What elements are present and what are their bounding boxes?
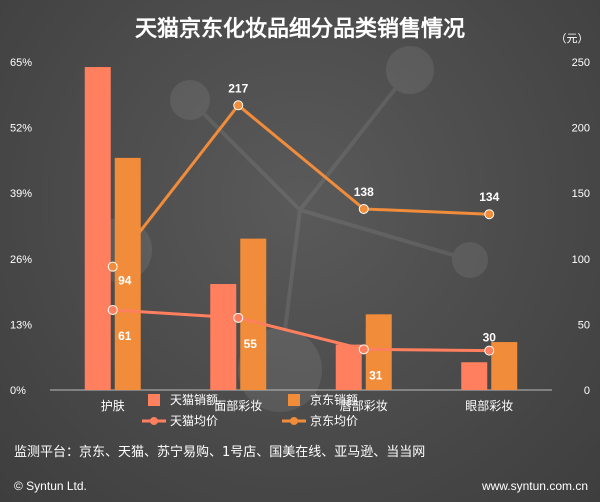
data-label-天猫均价: 61 [118, 329, 132, 343]
legend-swatch-天猫销额 [148, 394, 160, 406]
bar-京东销额 [365, 314, 392, 390]
category-label: 护肤 [101, 398, 125, 413]
chart-title: 天猫京东化妆品细分品类销售情况 [135, 16, 465, 42]
left-tick-label: 65% [10, 57, 32, 69]
legend-label: 天猫销额 [170, 393, 218, 407]
category-label: 唇部彩妆 [340, 398, 388, 413]
data-label-天猫均价: 30 [483, 331, 497, 345]
bars [84, 67, 518, 391]
right-axis-unit: （元） [556, 32, 589, 45]
data-label-京东均价: 138 [354, 185, 374, 199]
bar-天猫销额 [335, 344, 362, 390]
line-天猫均价 [112, 308, 490, 353]
legend-label: 天猫均价 [170, 414, 218, 428]
left-axis: 0% 13% 26% 39% 52% 65% [10, 57, 32, 397]
footer-website: www.syntun.com.cn [481, 479, 588, 493]
bar-天猫销额 [461, 362, 488, 390]
bar-天猫销额 [84, 67, 111, 391]
point-天猫均价 [107, 304, 118, 315]
legend-marker-天猫均价 [150, 417, 158, 425]
right-tick-label: 0 [584, 385, 590, 397]
point-京东均价 [484, 209, 495, 220]
data-label-天猫均价: 55 [244, 337, 258, 351]
point-京东均价 [233, 100, 244, 111]
point-天猫均价 [484, 345, 495, 356]
right-axis: 0 50 100 150 200 250 [572, 57, 590, 397]
legend-swatch-京东销额 [288, 394, 300, 406]
data-label-京东均价: 217 [228, 81, 248, 95]
legend-label: 京东销额 [310, 393, 358, 407]
data-label-天猫均价: 31 [369, 368, 383, 382]
point-京东均价 [107, 261, 118, 272]
legend-marker-京东均价 [290, 417, 298, 425]
left-tick-label: 26% [10, 254, 32, 266]
bar-京东销额 [240, 238, 267, 390]
category-label: 面部彩妆 [214, 398, 262, 413]
right-tick-label: 150 [572, 188, 590, 200]
point-京东均价 [358, 203, 369, 214]
data-label-京东均价: 94 [118, 274, 132, 288]
lines: 61 55 31 30 94 217 138 134 [107, 81, 500, 382]
left-tick-label: 13% [10, 319, 32, 331]
background-decoration [88, 46, 488, 412]
legend-label: 京东均价 [310, 414, 358, 428]
point-天猫均价 [233, 312, 244, 323]
footer-copyright: © Syntun Ltd. [14, 479, 87, 493]
right-tick-label: 100 [572, 254, 590, 266]
point-天猫均价 [358, 344, 369, 355]
left-tick-label: 52% [10, 123, 32, 135]
line-京东均价 [111, 103, 490, 268]
left-tick-label: 0% [10, 385, 26, 397]
category-labels: 护肤 面部彩妆 唇部彩妆 眼部彩妆 [101, 398, 514, 413]
right-tick-label: 250 [572, 57, 590, 69]
category-label: 眼部彩妆 [465, 398, 513, 413]
bar-天猫销额 [210, 284, 237, 390]
bar-京东销额 [114, 157, 141, 390]
right-tick-label: 50 [578, 319, 590, 331]
platform-note: 监测平台：京东、天猫、苏宁易购、1号店、国美在线、亚马逊、当当网 [14, 444, 425, 460]
left-tick-label: 39% [10, 188, 32, 200]
right-tick-label: 200 [572, 123, 590, 135]
bar-京东销额 [491, 342, 518, 390]
data-label-京东均价: 134 [479, 190, 499, 204]
